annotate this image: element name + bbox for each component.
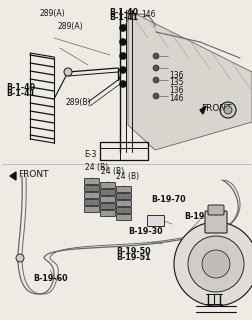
Text: 146: 146 bbox=[141, 10, 156, 19]
FancyBboxPatch shape bbox=[101, 189, 115, 196]
Text: B-1-40: B-1-40 bbox=[110, 8, 139, 17]
Circle shape bbox=[119, 81, 127, 87]
Text: FRONT: FRONT bbox=[18, 170, 49, 179]
Text: B-19-40: B-19-40 bbox=[184, 212, 218, 221]
FancyBboxPatch shape bbox=[116, 214, 132, 220]
Circle shape bbox=[119, 38, 127, 45]
Text: 24 (B): 24 (B) bbox=[116, 172, 140, 181]
Circle shape bbox=[220, 102, 236, 118]
Text: B-1-41: B-1-41 bbox=[110, 13, 139, 22]
Circle shape bbox=[119, 67, 127, 74]
Text: B-19-30: B-19-30 bbox=[129, 227, 163, 236]
FancyBboxPatch shape bbox=[205, 211, 227, 233]
FancyBboxPatch shape bbox=[101, 211, 115, 217]
FancyBboxPatch shape bbox=[208, 205, 224, 215]
Circle shape bbox=[153, 93, 159, 99]
Circle shape bbox=[119, 25, 127, 31]
Text: E-3: E-3 bbox=[84, 150, 97, 159]
FancyBboxPatch shape bbox=[101, 182, 115, 188]
Text: 289(B): 289(B) bbox=[65, 98, 90, 107]
Text: 24 (B): 24 (B) bbox=[85, 163, 108, 172]
FancyBboxPatch shape bbox=[84, 179, 100, 185]
Text: B-19-60: B-19-60 bbox=[33, 274, 67, 283]
Circle shape bbox=[119, 52, 127, 60]
Circle shape bbox=[16, 254, 24, 262]
Circle shape bbox=[153, 65, 159, 71]
FancyBboxPatch shape bbox=[116, 201, 132, 206]
Circle shape bbox=[174, 222, 252, 306]
Polygon shape bbox=[128, 10, 252, 150]
Circle shape bbox=[188, 236, 244, 292]
FancyBboxPatch shape bbox=[101, 204, 115, 210]
FancyBboxPatch shape bbox=[84, 199, 100, 205]
Circle shape bbox=[224, 106, 232, 114]
Text: B-19-70: B-19-70 bbox=[151, 195, 186, 204]
Text: 136: 136 bbox=[169, 86, 183, 95]
FancyBboxPatch shape bbox=[84, 206, 100, 212]
Polygon shape bbox=[200, 106, 206, 114]
Text: B-1-41: B-1-41 bbox=[6, 89, 36, 98]
Text: 135: 135 bbox=[169, 78, 183, 87]
Text: 24 (B): 24 (B) bbox=[101, 167, 124, 176]
FancyBboxPatch shape bbox=[84, 186, 100, 191]
Circle shape bbox=[153, 53, 159, 59]
Circle shape bbox=[202, 250, 230, 278]
Text: 136: 136 bbox=[169, 71, 183, 80]
Text: B-19-51: B-19-51 bbox=[116, 253, 151, 262]
Text: 289(A): 289(A) bbox=[58, 22, 84, 31]
Text: B-1-40: B-1-40 bbox=[6, 83, 36, 92]
FancyBboxPatch shape bbox=[116, 207, 132, 213]
Text: FRONT: FRONT bbox=[202, 104, 232, 113]
Polygon shape bbox=[10, 172, 16, 180]
Circle shape bbox=[153, 77, 159, 83]
Circle shape bbox=[64, 68, 72, 76]
Text: 146: 146 bbox=[169, 94, 183, 103]
FancyBboxPatch shape bbox=[84, 193, 100, 198]
FancyBboxPatch shape bbox=[101, 196, 115, 203]
Text: B-19-50: B-19-50 bbox=[116, 247, 151, 256]
FancyBboxPatch shape bbox=[116, 194, 132, 199]
FancyBboxPatch shape bbox=[147, 215, 165, 227]
Text: 289(A): 289(A) bbox=[39, 9, 65, 18]
FancyBboxPatch shape bbox=[116, 187, 132, 193]
